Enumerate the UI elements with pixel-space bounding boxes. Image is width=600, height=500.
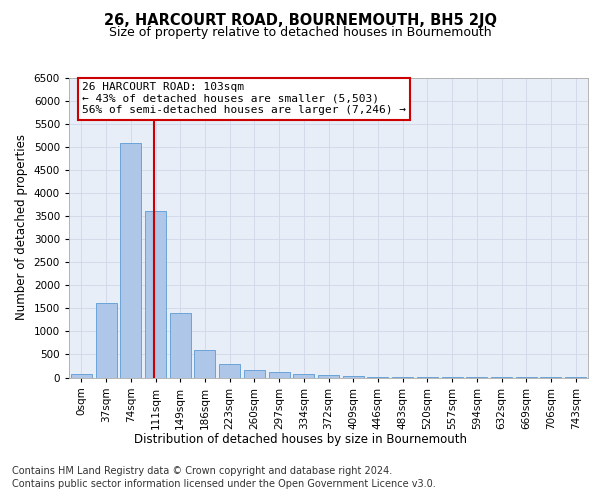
Bar	[293, 374, 314, 378]
Text: Contains public sector information licensed under the Open Government Licence v3: Contains public sector information licen…	[12, 479, 436, 489]
Text: 26, HARCOURT ROAD, BOURNEMOUTH, BH5 2JQ: 26, HARCOURT ROAD, BOURNEMOUTH, BH5 2JQ	[104, 12, 497, 28]
Bar	[170, 313, 191, 378]
Y-axis label: Number of detached properties: Number of detached properties	[15, 134, 28, 320]
Bar	[145, 212, 166, 378]
Bar	[71, 374, 92, 378]
Text: Contains HM Land Registry data © Crown copyright and database right 2024.: Contains HM Land Registry data © Crown c…	[12, 466, 392, 476]
Bar	[95, 302, 116, 378]
Bar	[318, 375, 339, 378]
Bar	[343, 376, 364, 378]
Text: Size of property relative to detached houses in Bournemouth: Size of property relative to detached ho…	[109, 26, 491, 39]
Bar	[219, 364, 240, 378]
Bar	[367, 377, 388, 378]
Bar	[244, 370, 265, 378]
Bar	[120, 143, 141, 378]
Text: 26 HARCOURT ROAD: 103sqm
← 43% of detached houses are smaller (5,503)
56% of sem: 26 HARCOURT ROAD: 103sqm ← 43% of detach…	[82, 82, 406, 115]
Text: Distribution of detached houses by size in Bournemouth: Distribution of detached houses by size …	[133, 432, 467, 446]
Bar	[194, 350, 215, 378]
Bar	[269, 372, 290, 378]
